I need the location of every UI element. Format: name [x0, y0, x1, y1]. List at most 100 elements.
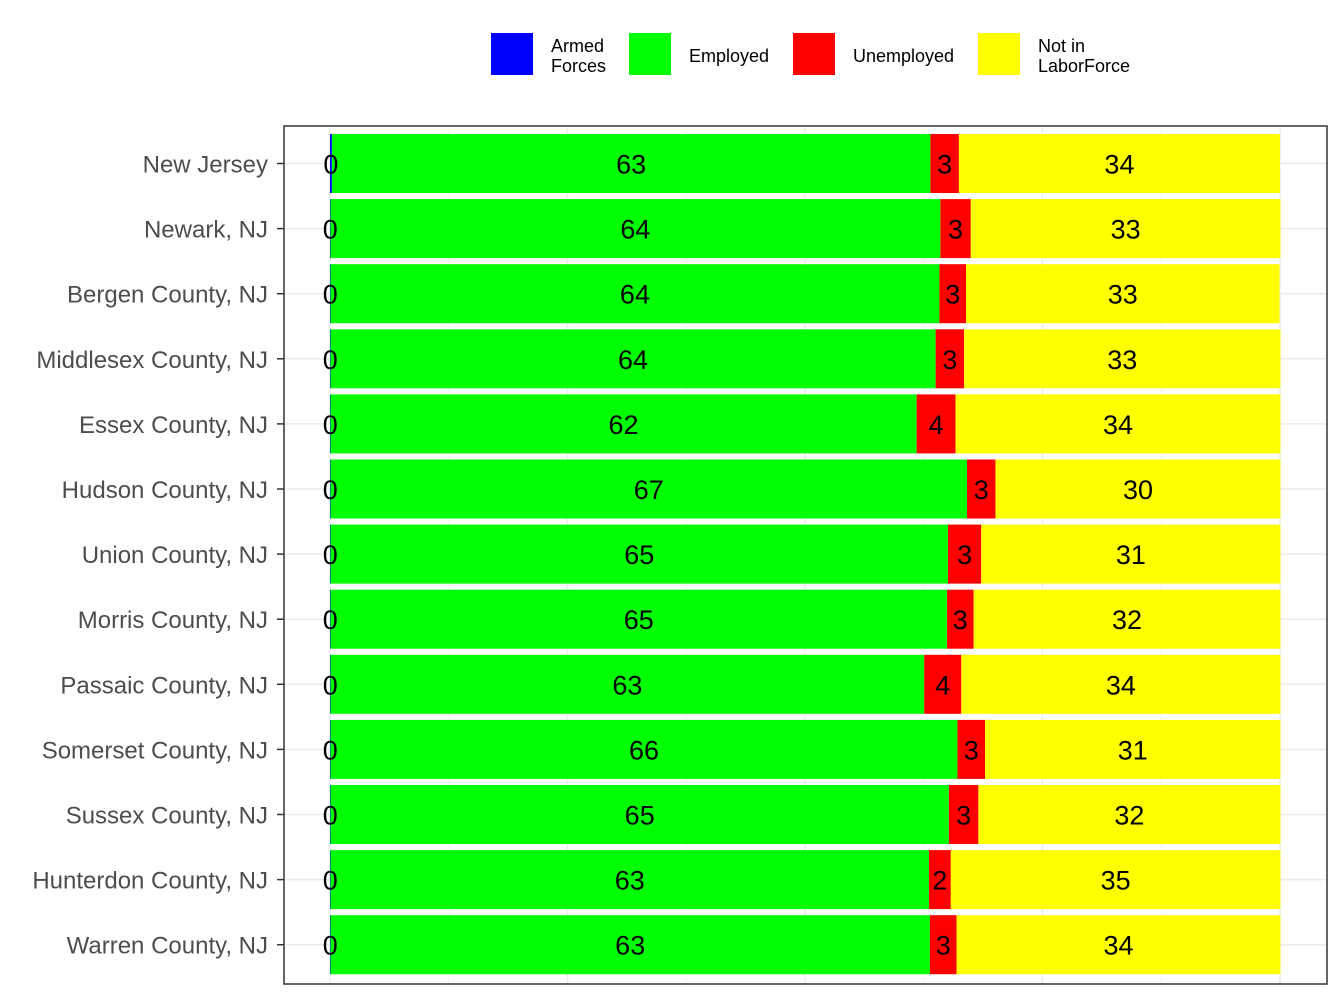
data-label-not-in-laborforce-warren-county-nj: 34 [1103, 931, 1133, 961]
bar-employed-warren-county-nj [330, 915, 930, 975]
data-label-employed-bergen-county-nj: 64 [620, 280, 650, 310]
data-label-armed-forces-new-jersey: 0 [323, 150, 338, 180]
data-label-unemployed-middlesex-county-nj: 3 [942, 345, 957, 375]
legend-key-armed-forces [491, 33, 533, 75]
bar-unemployed-bergen-county-nj [939, 264, 967, 324]
y-tick-label-union-county-nj: Union County, NJ [82, 542, 268, 569]
bar-employed-new-jersey [331, 134, 931, 193]
bar-not-in-laborforce-passaic-county-nj [961, 654, 1281, 714]
bar-unemployed-warren-county-nj [929, 915, 957, 975]
bar-employed-union-county-nj [330, 524, 948, 584]
bar-unemployed-essex-county-nj [916, 394, 956, 454]
bar-armed-forces-hudson-county-nj [330, 459, 331, 519]
bar-not-in-laborforce-middlesex-county-nj [964, 329, 1281, 389]
bar-employed-middlesex-county-nj [330, 329, 936, 389]
data-label-unemployed-somerset-county-nj: 3 [964, 735, 979, 765]
data-label-not-in-laborforce-union-county-nj: 31 [1116, 540, 1146, 570]
data-label-employed-hudson-county-nj: 67 [634, 475, 664, 505]
y-axis: New Jersey Newark, NJ Bergen County, NJ Mid… [32, 152, 284, 960]
data-label-unemployed-newark-nj: 3 [948, 215, 963, 245]
bar-armed-forces-passaic-county-nj [330, 654, 331, 714]
bar-unemployed-hudson-county-nj [966, 459, 996, 519]
data-label-employed-middlesex-county-nj: 64 [618, 345, 648, 375]
bar-employed-hunterdon-county-nj [330, 850, 929, 910]
data-label-unemployed-morris-county-nj: 3 [953, 605, 968, 635]
bar-unemployed-passaic-county-nj [924, 654, 962, 714]
data-label-armed-forces-middlesex-county-nj: 0 [323, 345, 338, 375]
bar-employed-bergen-county-nj [330, 264, 940, 324]
data-label-armed-forces-warren-county-nj: 0 [323, 931, 338, 961]
bar-unemployed-sussex-county-nj [948, 785, 979, 844]
data-label-not-in-laborforce-middlesex-county-nj: 33 [1107, 345, 1137, 375]
legend-label-unemployed: Unemployed [853, 46, 954, 66]
bar-armed-forces-bergen-county-nj [330, 264, 331, 324]
y-tick-label-new-jersey: New Jersey [143, 152, 268, 179]
legend-key-unemployed [793, 33, 835, 75]
bar-employed-sussex-county-nj [330, 785, 949, 844]
bar-not-in-laborforce-warren-county-nj [956, 915, 1281, 975]
y-tick-label-passaic-county-nj: Passaic County, NJ [60, 672, 268, 699]
bar-unemployed-new-jersey [930, 134, 959, 193]
bar-unemployed-hunterdon-county-nj [928, 850, 951, 910]
y-tick-label-bergen-county-nj: Bergen County, NJ [67, 282, 268, 309]
data-label-armed-forces-sussex-county-nj: 0 [323, 801, 338, 831]
bar-armed-forces-warren-county-nj [330, 915, 331, 975]
data-label-armed-forces-bergen-county-nj: 0 [323, 280, 338, 310]
value-labels: 0 63 3 340 64 3 330 64 3 330 64 3 330 62 4 340 67 3 300 65 3… [323, 150, 1153, 961]
legend-label-not-in-laborforce: Not in LaborForce [1038, 36, 1130, 76]
data-label-not-in-laborforce-hunterdon-county-nj: 35 [1101, 866, 1131, 896]
data-label-unemployed-passaic-county-nj: 4 [935, 670, 950, 700]
bar-employed-essex-county-nj [330, 394, 917, 454]
bar-armed-forces-newark-nj [330, 199, 331, 259]
y-tick-label-somerset-county-nj: Somerset County, NJ [42, 737, 268, 764]
data-label-unemployed-warren-county-nj: 3 [936, 931, 951, 961]
legend: Armed Forces Employed Unemployed Not in Labor… [491, 33, 1130, 76]
data-label-armed-forces-morris-county-nj: 0 [323, 605, 338, 635]
y-tick-label-hunterdon-county-nj: Hunterdon County, NJ [32, 868, 268, 895]
bar-unemployed-somerset-county-nj [957, 719, 986, 779]
data-label-not-in-laborforce-passaic-county-nj: 34 [1106, 670, 1136, 700]
data-label-not-in-laborforce-sussex-county-nj: 32 [1114, 801, 1144, 831]
data-label-armed-forces-somerset-county-nj: 0 [323, 735, 338, 765]
bar-employed-somerset-county-nj [330, 719, 958, 779]
data-label-not-in-laborforce-essex-county-nj: 34 [1103, 410, 1133, 440]
bar-not-in-laborforce-newark-nj [970, 199, 1281, 259]
data-label-employed-essex-county-nj: 62 [609, 410, 639, 440]
bar-armed-forces-essex-county-nj [330, 394, 331, 454]
bar-not-in-laborforce-hudson-county-nj [995, 459, 1281, 519]
legend-label-employed: Employed [689, 46, 769, 66]
data-label-not-in-laborforce-somerset-county-nj: 31 [1118, 735, 1148, 765]
data-label-not-in-laborforce-hudson-county-nj: 30 [1123, 475, 1153, 505]
data-label-armed-forces-hunterdon-county-nj: 0 [323, 866, 338, 896]
bar-employed-hudson-county-nj [330, 459, 967, 519]
bar-not-in-laborforce-sussex-county-nj [978, 785, 1281, 844]
bar-armed-forces-hunterdon-county-nj [330, 850, 331, 910]
data-label-armed-forces-hudson-county-nj: 0 [323, 475, 338, 505]
bar-employed-morris-county-nj [330, 589, 948, 649]
data-label-not-in-laborforce-morris-county-nj: 32 [1112, 605, 1142, 635]
data-label-employed-union-county-nj: 65 [624, 540, 654, 570]
bar-not-in-laborforce-morris-county-nj [973, 589, 1281, 649]
data-label-unemployed-essex-county-nj: 4 [929, 410, 944, 440]
bar-unemployed-middlesex-county-nj [935, 329, 965, 389]
data-label-unemployed-new-jersey: 3 [937, 150, 952, 180]
bar-unemployed-morris-county-nj [947, 589, 974, 649]
bar-not-in-laborforce-bergen-county-nj [966, 264, 1280, 324]
legend-key-employed [629, 33, 671, 75]
data-label-not-in-laborforce-new-jersey: 34 [1104, 150, 1134, 180]
bar-armed-forces-union-county-nj [330, 524, 331, 584]
data-label-employed-passaic-county-nj: 63 [612, 670, 642, 700]
data-label-employed-somerset-county-nj: 66 [629, 735, 659, 765]
bar-armed-forces-morris-county-nj [330, 589, 331, 649]
data-label-employed-newark-nj: 64 [620, 215, 650, 245]
bars [330, 134, 1281, 975]
data-label-unemployed-hunterdon-county-nj: 2 [932, 866, 947, 896]
legend-key-not-in-laborforce [978, 33, 1020, 75]
bar-armed-forces-middlesex-county-nj [330, 329, 331, 389]
data-label-employed-hunterdon-county-nj: 63 [615, 866, 645, 896]
data-label-armed-forces-essex-county-nj: 0 [323, 410, 338, 440]
data-label-employed-warren-county-nj: 63 [615, 931, 645, 961]
data-label-unemployed-sussex-county-nj: 3 [956, 801, 971, 831]
data-label-armed-forces-newark-nj: 0 [323, 215, 338, 245]
